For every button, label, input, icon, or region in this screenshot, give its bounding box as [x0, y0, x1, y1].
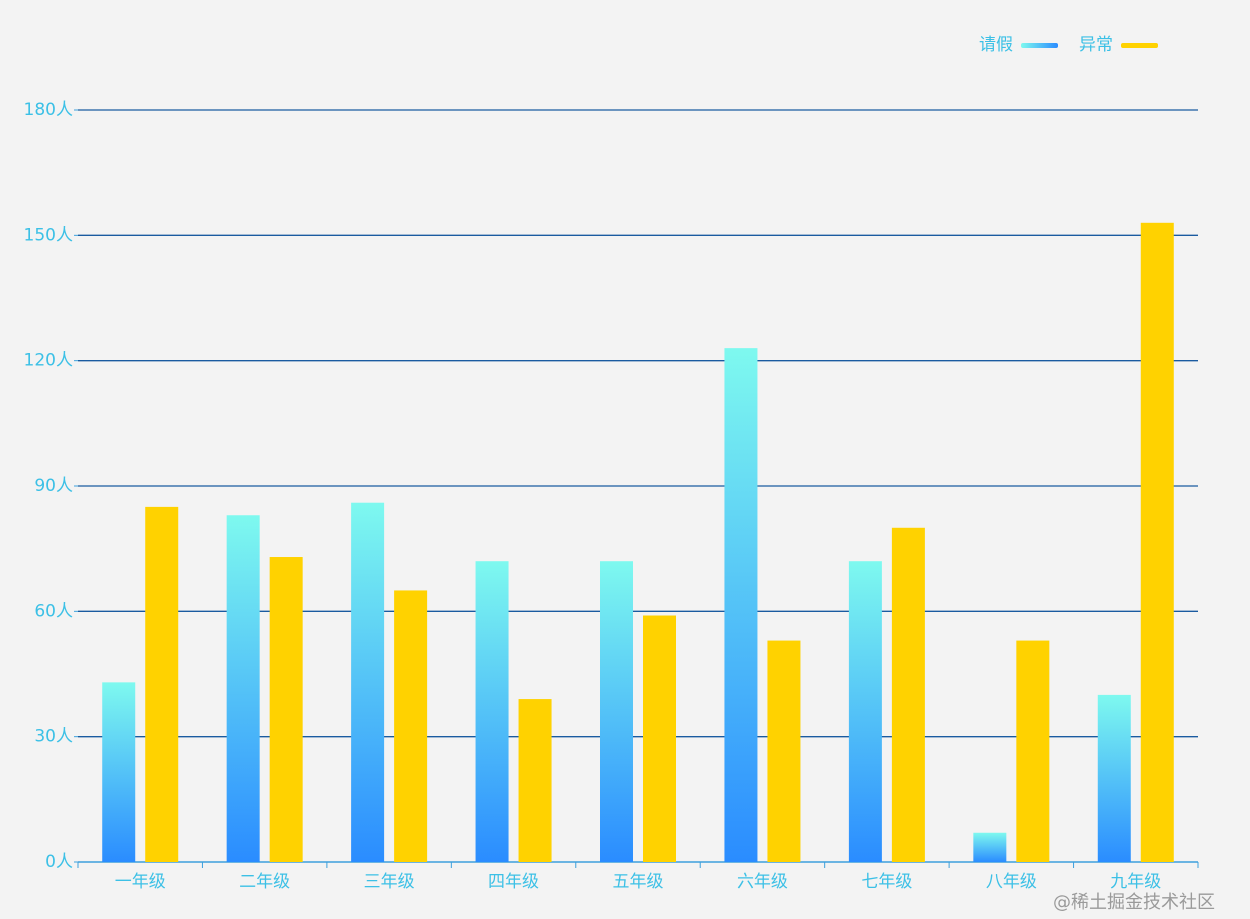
x-tick-label: 七年级	[861, 872, 912, 892]
legend-swatch	[1021, 43, 1058, 48]
bar	[102, 682, 136, 862]
y-tick-label: 120人	[24, 351, 73, 371]
legend-label: 异常	[1079, 35, 1113, 55]
bar	[891, 527, 925, 862]
legend-swatch	[1121, 43, 1158, 48]
bar	[724, 348, 758, 863]
bar	[1016, 640, 1050, 862]
bar	[767, 640, 801, 862]
bar	[226, 515, 260, 862]
bar	[394, 590, 428, 862]
bar	[269, 557, 303, 862]
bar	[973, 832, 1007, 862]
bar	[145, 506, 179, 862]
bar	[643, 615, 676, 862]
bar	[1097, 694, 1131, 862]
bar	[600, 561, 633, 862]
bar	[1140, 222, 1174, 863]
watermark: @稀土掘金技术社区	[1053, 892, 1215, 913]
y-tick-label: 30人	[34, 727, 73, 747]
x-tick-label: 六年级	[737, 872, 788, 892]
legend-label: 请假	[979, 35, 1013, 55]
x-tick-label: 八年级	[986, 872, 1037, 892]
x-tick-label: 九年级	[1110, 872, 1161, 892]
bar	[518, 699, 552, 862]
y-tick-label: 0人	[45, 852, 73, 872]
bar	[848, 561, 882, 862]
x-tick-label: 五年级	[613, 872, 664, 892]
x-tick-label: 二年级	[239, 872, 290, 892]
bar	[351, 502, 385, 862]
x-tick-label: 四年级	[488, 872, 539, 892]
y-tick-label: 180人	[24, 100, 73, 120]
bar	[475, 561, 509, 862]
y-tick-label: 90人	[34, 476, 73, 496]
y-tick-label: 60人	[34, 601, 73, 621]
x-tick-label: 一年级	[115, 872, 166, 892]
y-tick-label: 150人	[24, 225, 73, 245]
x-tick-label: 三年级	[364, 872, 415, 892]
